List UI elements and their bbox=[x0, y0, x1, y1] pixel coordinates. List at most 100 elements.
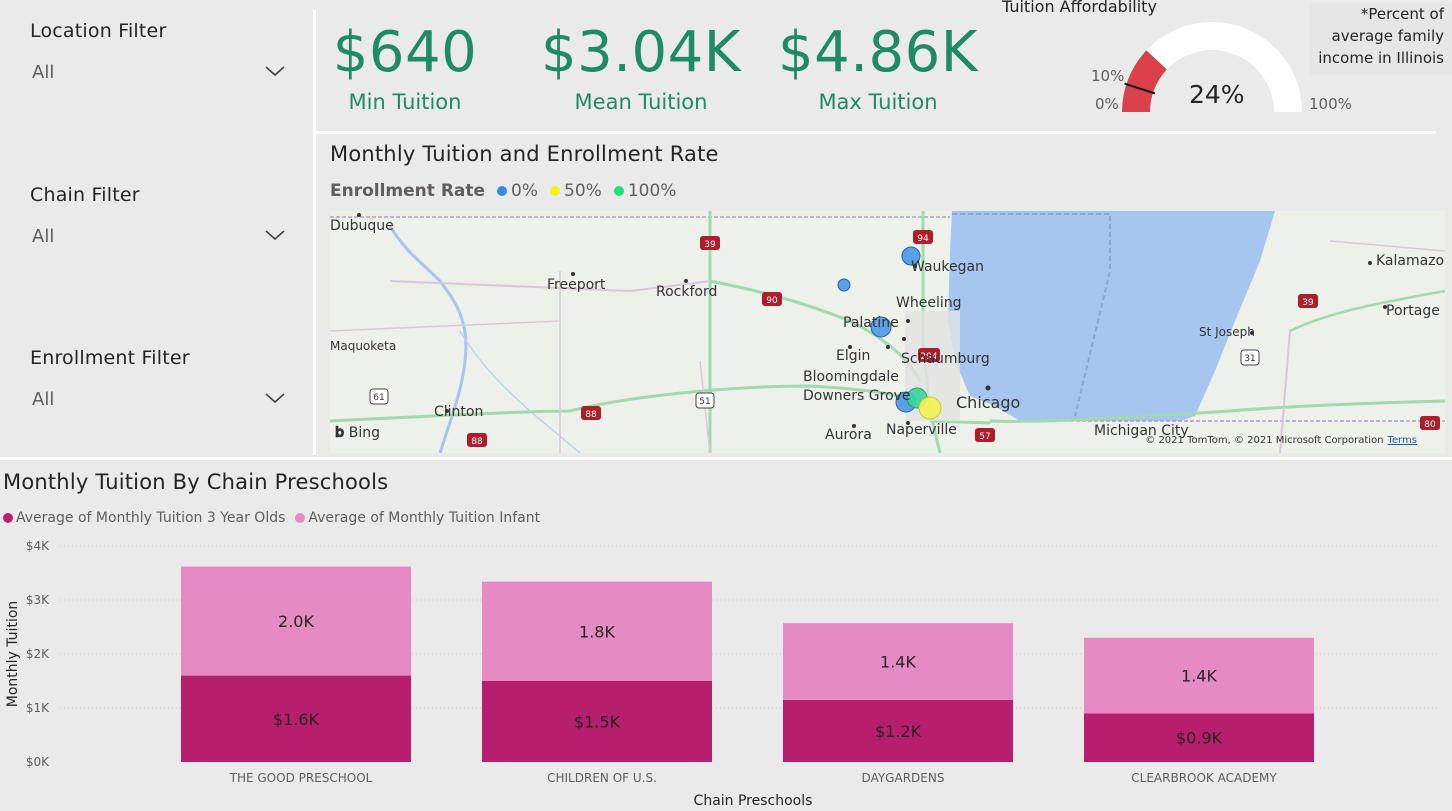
data-label: 1.4K bbox=[1181, 667, 1217, 686]
legend-item-3yo[interactable]: Average of Monthly Tuition 3 Year Olds bbox=[3, 510, 285, 526]
svg-text:39: 39 bbox=[704, 240, 716, 250]
interstate-shield-icon: 94 bbox=[913, 230, 933, 244]
road bbox=[330, 320, 561, 332]
x-tick-label: CLEARBROOK ACADEMY bbox=[1131, 771, 1277, 785]
interstate-shield-icon: 39 bbox=[1298, 294, 1318, 308]
stacked-bar-chart[interactable]: $0K $1K $2K $3K $4K Monthly Tuition $1.6K 2.0K T… bbox=[0, 530, 1452, 811]
highway bbox=[389, 280, 711, 293]
city-label: Waukegan bbox=[911, 259, 984, 275]
kpi-max-tuition[interactable]: $4.86K Max Tuition bbox=[763, 18, 993, 114]
bar-segment[interactable] bbox=[783, 623, 1013, 700]
bar-segment[interactable] bbox=[783, 699, 1013, 762]
legend-item-infant[interactable]: Average of Monthly Tuition Infant bbox=[295, 510, 540, 526]
data-label: $1.6K bbox=[273, 710, 320, 729]
city-dots bbox=[357, 213, 1387, 428]
highway bbox=[1289, 289, 1445, 333]
bar-segment[interactable] bbox=[482, 581, 712, 681]
legend-dot-icon bbox=[613, 186, 624, 196]
map-bubble bbox=[837, 278, 851, 292]
data-label: $1.2K bbox=[875, 722, 922, 741]
highway bbox=[569, 384, 931, 413]
city-label: Palatine bbox=[843, 315, 899, 331]
map-view[interactable]: 39 94 90 61 51 88 294 31 57 80 39 88 bbox=[330, 211, 1445, 453]
bing-logo: 𝐛 Bing bbox=[335, 423, 381, 441]
kpi-min-value: $640 bbox=[332, 20, 478, 85]
terms-link[interactable]: Terms bbox=[1387, 435, 1417, 446]
data-label: 1.8K bbox=[579, 622, 615, 641]
city-label: Portage bbox=[1386, 303, 1440, 319]
data-label: $1.5K bbox=[574, 713, 621, 732]
copyright-text: © 2021 TomTom, © 2021 Microsoft Corporat… bbox=[1145, 435, 1384, 446]
map-bubble bbox=[870, 316, 892, 338]
gauge-note-line: average family bbox=[1331, 27, 1444, 45]
map-title: Monthly Tuition and Enrollment Rate bbox=[330, 142, 719, 166]
y-axis-label: Monthly Tuition bbox=[5, 601, 21, 708]
city-label: Aurora bbox=[825, 427, 872, 443]
chain-filter-dropdown[interactable]: All bbox=[30, 222, 300, 258]
map-canvas[interactable]: 39 94 90 61 51 88 294 31 57 80 39 88 bbox=[330, 211, 1445, 453]
chevron-down-icon[interactable] bbox=[264, 60, 286, 82]
y-tick-label: $2K bbox=[26, 647, 50, 661]
enrollment-filter: Enrollment Filter All bbox=[30, 347, 300, 421]
enrollment-filter-value: All bbox=[32, 389, 55, 410]
affordability-gauge[interactable] bbox=[1112, 12, 1312, 112]
city-label: Chicago bbox=[956, 393, 1021, 412]
chevron-down-icon[interactable] bbox=[264, 387, 286, 409]
chevron-down-icon[interactable] bbox=[264, 224, 286, 246]
gauge-note-line: income in Illinois bbox=[1318, 49, 1444, 67]
svg-text:294: 294 bbox=[920, 352, 937, 362]
bing-label: Bing bbox=[348, 425, 381, 441]
gauge-min-label: 0% bbox=[1095, 95, 1119, 113]
x-tick-label: CHILDREN OF U.S. bbox=[547, 771, 657, 785]
city-label: Rockford bbox=[656, 284, 718, 300]
gauge-target-marker bbox=[1124, 82, 1156, 95]
location-filter-value: All bbox=[32, 62, 55, 83]
us-route-shield-icon: 31 bbox=[1240, 349, 1260, 366]
data-label: 2.0K bbox=[278, 612, 314, 631]
bar-chart-legend: Average of Monthly Tuition 3 Year Olds A… bbox=[3, 510, 540, 526]
legend-item-50[interactable]: 50% bbox=[550, 181, 602, 201]
chain-filter-title: Chain Filter bbox=[30, 184, 140, 206]
highway bbox=[1279, 330, 1291, 453]
legend-dot-icon bbox=[3, 513, 13, 523]
horizontal-divider-bottom bbox=[0, 457, 1452, 460]
y-tick-label: $0K bbox=[26, 755, 50, 769]
map-legend: Enrollment Rate 0% 50% 100% bbox=[330, 181, 682, 201]
legend-dot-icon bbox=[550, 186, 561, 196]
bar-segment[interactable] bbox=[1084, 713, 1314, 762]
enrollment-filter-dropdown[interactable]: All bbox=[30, 385, 300, 421]
svg-text:80: 80 bbox=[1424, 420, 1436, 430]
kpi-mean-tuition[interactable]: $3.04K Mean Tuition bbox=[526, 18, 756, 114]
city-label: St Joseph bbox=[1199, 325, 1255, 339]
interstate-shield-icon: 57 bbox=[975, 428, 995, 442]
gauge-fill bbox=[1122, 50, 1167, 112]
x-tick-label: THE GOOD PRESCHOOL bbox=[229, 771, 373, 785]
svg-text:51: 51 bbox=[699, 397, 710, 407]
enrollment-bubbles bbox=[837, 246, 942, 420]
bar-segment[interactable] bbox=[1084, 637, 1314, 714]
x-tick-label: DAYGARDENS bbox=[862, 771, 945, 785]
chain-filter-value: All bbox=[32, 226, 55, 247]
city-label: Maquoketa bbox=[330, 339, 397, 353]
gauge-track bbox=[1122, 22, 1302, 112]
legend-item-0[interactable]: 0% bbox=[497, 181, 538, 201]
y-tick-label: $4K bbox=[26, 539, 50, 553]
gauge-max-label: 100% bbox=[1309, 95, 1352, 113]
legend-label: 0% bbox=[511, 181, 539, 201]
chain-filter: Chain Filter All bbox=[30, 184, 300, 258]
location-filter-dropdown[interactable]: All bbox=[30, 58, 300, 94]
bar-segment[interactable] bbox=[181, 566, 411, 676]
bar-segment[interactable] bbox=[482, 681, 712, 762]
legend-item-100[interactable]: 100% bbox=[613, 181, 677, 201]
map-legend-title: Enrollment Rate bbox=[330, 181, 486, 201]
legend-label: 100% bbox=[627, 181, 677, 201]
highway-shields: 39 94 90 61 51 88 294 31 57 80 39 88 bbox=[369, 230, 1440, 447]
kpi-min-tuition[interactable]: $640 Min Tuition bbox=[290, 18, 520, 114]
bar-segment[interactable] bbox=[181, 675, 411, 762]
kpi-max-label: Max Tuition bbox=[818, 90, 938, 114]
gauge-title: Tuition Affordability bbox=[1002, 0, 1157, 16]
city-label: Dubuque bbox=[330, 218, 394, 234]
svg-text:94: 94 bbox=[917, 234, 929, 244]
river bbox=[459, 330, 581, 453]
legend-dot-icon bbox=[295, 513, 306, 523]
